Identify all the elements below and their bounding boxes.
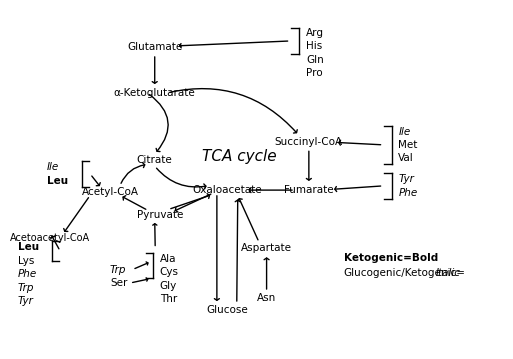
Text: Ketogenic=Bold: Ketogenic=Bold — [344, 253, 438, 263]
Text: Succinyl-CoA: Succinyl-CoA — [275, 137, 343, 148]
Text: Ser: Ser — [110, 278, 127, 288]
Text: Tyr: Tyr — [18, 296, 34, 306]
Text: Oxaloacetate: Oxaloacetate — [192, 185, 262, 195]
Text: Pyruvate: Pyruvate — [136, 210, 183, 220]
Text: Met: Met — [399, 140, 418, 150]
Text: Thr: Thr — [160, 294, 177, 304]
Text: Ile: Ile — [399, 127, 410, 137]
Text: Acetyl-CoA: Acetyl-CoA — [82, 187, 139, 197]
Text: Fumarate: Fumarate — [284, 185, 333, 195]
Text: Glucose: Glucose — [206, 305, 248, 315]
Text: Ala: Ala — [160, 254, 176, 264]
Text: Ile: Ile — [47, 162, 59, 172]
Text: α-Ketoglutarate: α-Ketoglutarate — [114, 88, 195, 98]
Text: Glutamate: Glutamate — [127, 42, 182, 52]
Text: Leu: Leu — [18, 242, 39, 252]
Text: Citrate: Citrate — [137, 155, 172, 165]
Text: TCA cycle: TCA cycle — [202, 149, 277, 164]
Text: Arg: Arg — [306, 28, 324, 38]
Text: Leu: Leu — [47, 176, 68, 186]
Text: Cys: Cys — [160, 267, 179, 278]
Text: Asn: Asn — [257, 293, 276, 303]
Text: Trp: Trp — [110, 265, 127, 275]
Text: Phe: Phe — [399, 188, 418, 198]
Text: Lys: Lys — [18, 256, 34, 266]
Text: Gly: Gly — [160, 281, 177, 291]
Text: Val: Val — [399, 153, 414, 163]
Text: Gln: Gln — [306, 55, 324, 65]
Text: Tyr: Tyr — [399, 174, 414, 185]
Text: His: His — [306, 41, 323, 51]
Text: Glucogenic/Ketogenic=: Glucogenic/Ketogenic= — [344, 268, 466, 278]
Text: Phe: Phe — [18, 269, 37, 279]
Text: Italic: Italic — [436, 268, 461, 278]
Text: Pro: Pro — [306, 68, 323, 78]
Text: Aspartate: Aspartate — [241, 243, 292, 253]
Text: Acetoacetyl-CoA: Acetoacetyl-CoA — [10, 233, 90, 243]
Text: Trp: Trp — [18, 283, 34, 293]
